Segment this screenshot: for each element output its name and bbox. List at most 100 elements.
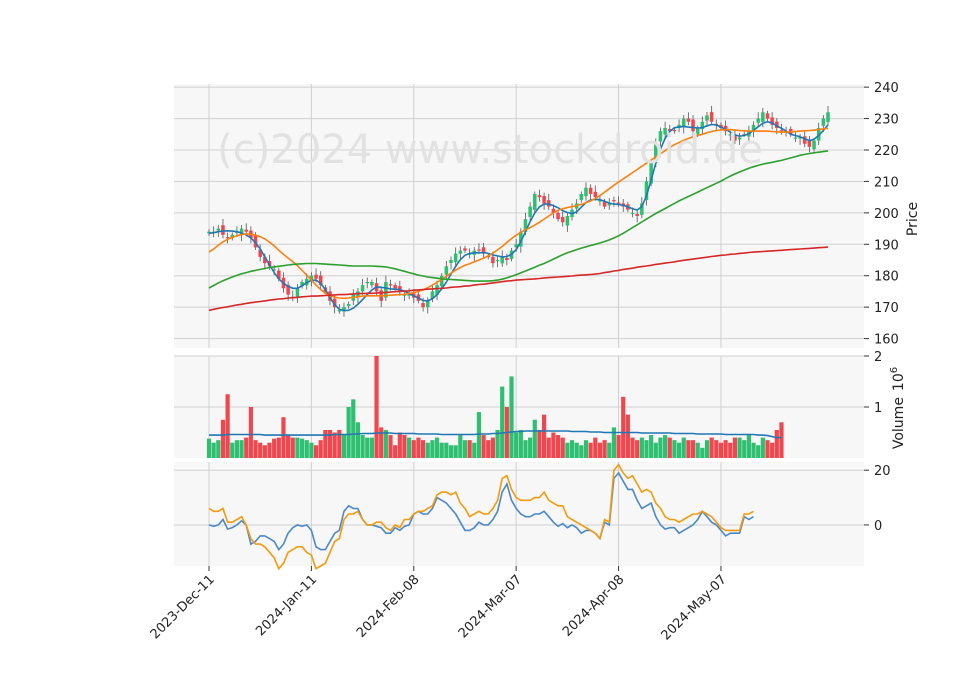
volume-bar	[621, 396, 626, 458]
x-tick-label: 2024-Jan-11	[253, 572, 320, 639]
candle-up	[737, 137, 742, 140]
volume-bar	[374, 356, 379, 458]
volume-bar	[230, 442, 235, 458]
volume-bar	[518, 429, 523, 458]
volume-bar	[290, 437, 295, 458]
volume-bar	[728, 442, 733, 458]
candle-up	[728, 134, 733, 136]
volume-bar	[635, 440, 640, 458]
candle-up	[407, 294, 411, 296]
candle-up	[816, 128, 821, 141]
price-tick-label: 230	[874, 113, 899, 128]
volume-bar	[695, 442, 700, 458]
price-tick-label: 160	[874, 333, 899, 348]
candle-down	[277, 270, 281, 279]
candle-down	[602, 201, 607, 207]
price-tick-label: 170	[874, 301, 899, 316]
volume-bar	[588, 442, 593, 458]
candle-up	[384, 282, 388, 298]
candle-up	[663, 128, 667, 135]
volume-bar	[351, 399, 356, 458]
volume-bar	[346, 407, 351, 458]
volume-bar	[262, 445, 267, 458]
candle-up	[630, 212, 635, 215]
volume-bar	[523, 440, 528, 458]
volume-bar	[509, 376, 514, 458]
candle-down	[733, 135, 737, 141]
volume-average-line	[209, 430, 782, 439]
candle-up	[370, 282, 374, 286]
volume-bar	[313, 445, 319, 458]
volume-bar	[746, 435, 751, 458]
volume-bar	[318, 440, 323, 458]
volume-tick-label: 2	[874, 350, 882, 365]
x-tick-label: 2024-Apr-08	[560, 572, 627, 639]
volume-bar	[309, 442, 314, 458]
volume-bar	[597, 442, 603, 458]
volume-bar	[402, 435, 407, 458]
volume-bar	[272, 438, 277, 458]
candle-up	[435, 285, 439, 295]
candle-down	[253, 234, 258, 248]
volume-bar	[611, 427, 617, 458]
price-panel: 160 170 180 190 200 210 220 230 240	[174, 81, 899, 348]
watermark: (c)2024 www.stockdroid.de	[217, 127, 763, 173]
candle-down	[491, 256, 495, 264]
volume-bar	[216, 440, 221, 458]
volume-bar	[765, 440, 770, 458]
candle-up	[812, 140, 816, 150]
volume-bar	[369, 437, 374, 458]
candle-up	[756, 118, 760, 123]
volume-bar	[686, 440, 691, 458]
candle-up	[272, 269, 276, 271]
oscillator-line-b	[208, 463, 754, 571]
candle-down	[542, 196, 546, 204]
candle-down	[537, 195, 542, 198]
volume-bar	[630, 437, 635, 458]
candle-down	[635, 213, 639, 216]
volume-bar	[486, 440, 491, 458]
candle-down	[263, 256, 267, 264]
volume-bar	[453, 445, 458, 458]
volume-bar	[551, 432, 556, 458]
volume-bar	[514, 432, 519, 458]
candle-up	[230, 234, 235, 238]
candle-up	[453, 253, 458, 263]
candle-up	[565, 216, 570, 226]
volume-bar	[704, 440, 710, 458]
candle-up	[444, 266, 449, 275]
candle-down	[807, 140, 812, 147]
price-tick-label: 180	[874, 270, 899, 285]
volume-bar	[583, 440, 589, 458]
candle-up	[309, 275, 314, 280]
candle-down	[686, 118, 691, 122]
candle-down	[560, 216, 565, 223]
volume-bar	[430, 440, 435, 458]
volume-bar	[327, 429, 333, 458]
candle-down	[551, 208, 556, 213]
price-axis-label: Price	[905, 202, 921, 236]
candle-up	[579, 194, 584, 201]
price-tick-label: 190	[874, 238, 899, 253]
volume-bar	[742, 440, 747, 458]
volume-bar	[355, 422, 361, 458]
volume-bar	[718, 442, 724, 458]
candle-down	[775, 121, 779, 128]
candle-up	[681, 118, 686, 128]
volume-bar	[676, 442, 682, 458]
ma-very-long-line	[208, 246, 829, 312]
candle-down	[258, 249, 262, 257]
volume-bar	[658, 437, 663, 458]
candle-up	[519, 231, 523, 247]
volume-bar	[672, 440, 677, 458]
candle-up	[821, 118, 826, 126]
volume-axis-label: Volume106	[889, 367, 907, 449]
candle-up	[654, 143, 658, 163]
panel-background	[174, 462, 864, 566]
volume-bar	[467, 440, 472, 458]
volume-bar	[625, 414, 630, 458]
volume-panel: 12	[174, 350, 882, 458]
volume-bar	[360, 435, 365, 458]
candle-up	[449, 260, 453, 263]
candle-down	[691, 119, 695, 132]
